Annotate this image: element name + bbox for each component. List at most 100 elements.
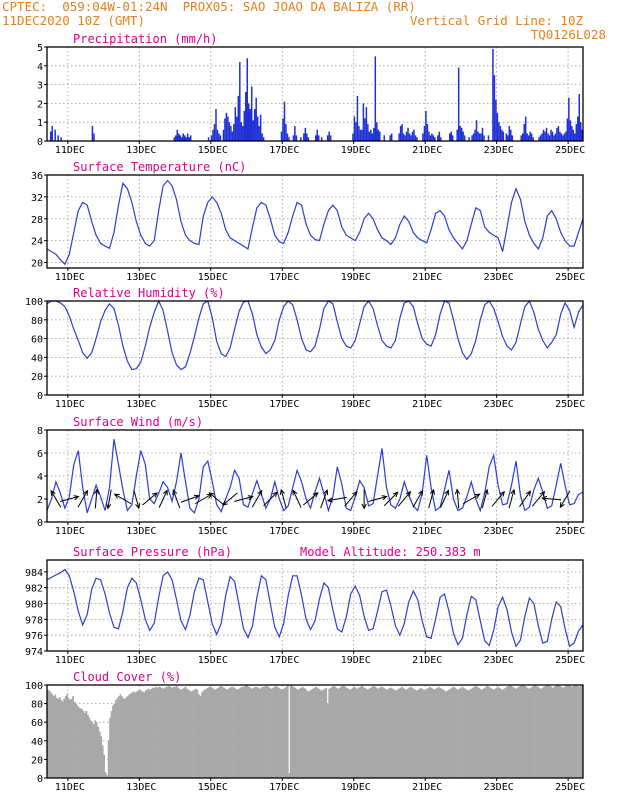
model-code: TQ0126L028 — [530, 27, 606, 42]
pres-xtick-label: 19DEC — [341, 655, 371, 666]
cloud-bar — [153, 687, 156, 778]
cloud-bar — [332, 685, 335, 778]
cloud-ytick-label: 0 — [37, 774, 43, 785]
precip-bar — [559, 131, 561, 141]
wind-arrow — [531, 490, 546, 507]
wind-arrow-head — [323, 488, 329, 496]
precip-bar — [577, 116, 579, 141]
wind-arrow-shaft — [222, 492, 238, 506]
wind-xtick-label: 23DEC — [484, 526, 514, 537]
cloud-bar — [242, 686, 245, 778]
precip-bar — [481, 127, 484, 141]
precip-bar — [407, 127, 409, 141]
precip-bar — [521, 133, 524, 141]
cloud-bar — [365, 688, 368, 778]
wind-arrow-shaft — [456, 489, 460, 509]
wind-arrow-shaft — [519, 490, 531, 508]
wind-arrow-shaft — [251, 490, 263, 508]
cloud-bar — [337, 688, 339, 778]
wind-arrow-shaft — [320, 489, 328, 509]
temp-title: Surface Temperature (nC) — [73, 160, 246, 174]
cloud-bar — [354, 687, 357, 778]
cloud-bar — [178, 688, 181, 778]
cloud-bar — [335, 687, 338, 778]
precip-bar — [259, 114, 262, 141]
cloud-bar — [528, 688, 530, 778]
cloud-bar — [463, 687, 465, 778]
cloud-bar — [418, 688, 421, 778]
cloud-xtick-label: 11DEC — [55, 782, 85, 793]
cloud-bar — [280, 689, 283, 778]
precip-bar — [359, 129, 362, 141]
cloud-bar — [143, 692, 146, 778]
wind-arrow-head — [444, 489, 450, 496]
cloud-bar — [397, 688, 400, 778]
pres-series-line — [46, 568, 584, 648]
cloud-bar — [214, 689, 217, 778]
precip-bar — [245, 92, 247, 141]
precip-bar — [317, 135, 320, 141]
cloud-bar — [544, 685, 547, 778]
wind-arrow — [541, 495, 562, 502]
cloud-bar — [535, 685, 538, 778]
cloud-bar — [175, 685, 178, 778]
cloud-bar — [470, 688, 473, 778]
cloud-bar — [221, 686, 224, 778]
cloud-bar — [166, 686, 169, 778]
precip-bar — [460, 127, 463, 141]
precip-bar — [450, 131, 452, 141]
cloud-bar — [384, 688, 387, 778]
precip-bar — [185, 137, 187, 141]
precip-bar — [538, 137, 540, 141]
wind-arrow-head — [272, 491, 278, 498]
cloud-bar — [232, 686, 234, 778]
temp-ytick-label: 20 — [31, 259, 43, 270]
pres-xtick-label: 23DEC — [484, 655, 514, 666]
pres-xtick-label: 11DEC — [55, 655, 85, 666]
wind-arrow-head — [93, 488, 100, 495]
precip-ytick-label: 3 — [37, 81, 43, 92]
precip-bar — [527, 135, 530, 141]
cloud-bar — [532, 685, 535, 778]
precip-bar — [422, 133, 424, 141]
cloud-bar — [246, 685, 249, 778]
cloud-bar — [307, 691, 310, 778]
cloud-bar — [578, 686, 581, 778]
cloud-bar — [396, 689, 399, 778]
cloud-bar — [461, 686, 464, 778]
cloud-bar — [100, 736, 103, 778]
precip-bar — [468, 137, 470, 141]
cloud-bar — [556, 685, 559, 778]
rh-series-line — [46, 299, 584, 371]
cloud-bar — [263, 686, 265, 778]
cloud-bar — [119, 694, 122, 778]
precip-frame — [46, 46, 584, 142]
precip-xtick-label: 17DEC — [269, 145, 299, 156]
precip-bar — [580, 122, 582, 141]
rh-xtick-label: 17DEC — [269, 399, 299, 410]
cloud-bar — [488, 686, 491, 778]
precip-bar — [286, 133, 289, 141]
cloud-bar — [334, 686, 337, 778]
cloud-bar — [537, 686, 539, 778]
wind-arrow-head — [172, 488, 178, 496]
cloud-bar — [566, 685, 569, 778]
precip-bar — [478, 133, 481, 141]
wind-arrow-shaft — [133, 489, 140, 509]
cloud-bar — [147, 688, 150, 778]
cloud-bar — [545, 685, 548, 778]
cloud-bar — [177, 687, 180, 778]
cloud-bar — [415, 690, 418, 778]
precip-bar — [176, 129, 179, 141]
cloud-bar — [47, 689, 49, 778]
precip-bar — [463, 135, 466, 141]
precip-bar — [402, 133, 405, 141]
precip-bar — [218, 133, 220, 141]
precip-bar — [438, 131, 441, 141]
precip-bar — [501, 129, 503, 141]
precip-bar — [569, 120, 572, 141]
precip-bar — [367, 124, 369, 141]
cloud-bar — [322, 689, 325, 778]
wind-arrow — [368, 495, 388, 502]
precip-bar — [212, 129, 214, 141]
